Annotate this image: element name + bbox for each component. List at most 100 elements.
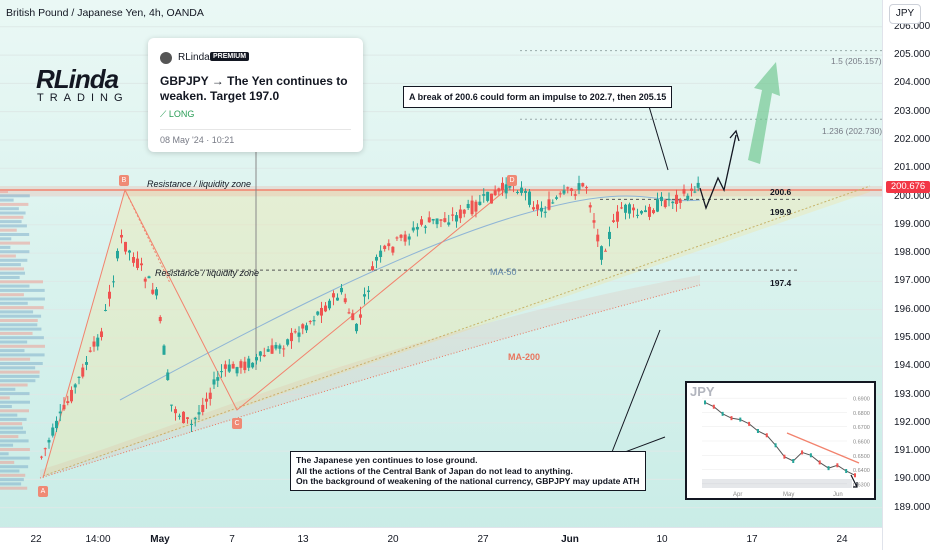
candle-body <box>216 377 220 381</box>
price-tick-label: 205.000 <box>894 49 931 61</box>
volume-profile-bar <box>0 245 11 249</box>
resistance-label-lower: Resistance / liquidity zone <box>155 268 260 278</box>
candle-body <box>520 187 523 193</box>
candle-body <box>193 417 197 420</box>
candle-body <box>351 313 355 321</box>
volume-profile-bar <box>0 379 36 383</box>
candle-body <box>640 211 643 214</box>
candle-body <box>147 276 151 279</box>
candle-body <box>136 258 139 268</box>
volume-profile-bar <box>0 258 28 262</box>
idea-title[interactable]: GBPJPY → The Yen continues to weaken. Ta… <box>160 74 348 103</box>
candle-body <box>274 344 278 349</box>
author-name[interactable]: RLinda <box>178 52 210 63</box>
candle-body <box>678 199 682 203</box>
candle-body <box>347 312 351 314</box>
idea-card[interactable]: RLinda PREMIUM GBPJPY → The Yen continue… <box>148 38 363 152</box>
level-199-9-label: 199.9 <box>770 207 792 217</box>
volume-profile-bar <box>0 357 31 361</box>
callout-line: All the actions of the Central Bank of J… <box>296 465 573 476</box>
volume-profile-bar <box>0 190 8 193</box>
candle-body <box>581 183 585 187</box>
volume-profile-bar <box>0 233 30 236</box>
candle-body <box>305 325 308 331</box>
volume-profile-bar <box>0 310 34 314</box>
candle-body <box>395 237 399 239</box>
candle-body <box>40 456 43 458</box>
currency-button[interactable]: JPY <box>889 4 921 24</box>
inset-x-tick: May <box>783 492 794 498</box>
volume-profile-bar <box>0 374 40 378</box>
candle-body <box>427 217 431 223</box>
price-axis[interactable] <box>882 0 932 550</box>
time-axis[interactable] <box>0 527 882 550</box>
candle-body <box>455 215 458 222</box>
candle-body <box>112 281 115 283</box>
candle-body <box>562 190 566 194</box>
price-tick-label: 196.000 <box>894 303 931 315</box>
point-a-marker: A <box>38 486 48 497</box>
candle-body <box>151 289 155 294</box>
volume-profile-bar <box>0 327 42 331</box>
candle-body <box>128 250 131 253</box>
inset-title: JPY <box>690 384 715 399</box>
candle-body <box>243 361 247 371</box>
volume-profile-bar <box>0 202 29 206</box>
candle-body <box>420 219 423 225</box>
candle-body <box>158 317 162 322</box>
inset-candle <box>748 421 751 426</box>
triangle-zone <box>43 190 870 476</box>
candle-body <box>166 372 170 381</box>
volume-profile-bar <box>0 340 28 344</box>
inset-down-arrow <box>850 474 858 488</box>
candle-body <box>231 363 235 369</box>
candle-body <box>270 345 274 354</box>
volume-profile-bar <box>0 465 29 469</box>
candle-body <box>162 345 166 355</box>
candle-body <box>547 199 551 210</box>
volume-profile-bar <box>0 280 44 284</box>
candle-body <box>660 196 663 202</box>
volume-profile-bar <box>0 439 29 443</box>
candle-body <box>174 409 177 414</box>
candle-body <box>543 211 547 213</box>
candle-body <box>104 309 107 311</box>
volume-profile-bar <box>0 452 9 456</box>
candle-body <box>332 293 335 298</box>
candle-body <box>197 412 201 415</box>
ma50-label: MA-50 <box>490 267 517 277</box>
callout-top-pointer <box>647 102 669 171</box>
candle-body <box>693 191 697 193</box>
candle-body <box>675 194 678 204</box>
candle-body <box>140 263 143 266</box>
candle-body <box>570 188 573 192</box>
price-tick-label: 200.000 <box>894 190 931 202</box>
inset-candle <box>739 417 742 422</box>
candle-body <box>504 184 508 194</box>
candle-body <box>367 290 370 292</box>
candle-body <box>585 187 588 189</box>
target-arrow <box>748 62 780 164</box>
price-tick-label: 191.000 <box>894 445 931 457</box>
candle-body <box>652 210 655 214</box>
candle-body <box>528 191 531 205</box>
logo: RLinda TRADING <box>33 64 128 109</box>
volume-profile-bar <box>0 314 42 318</box>
candle-body <box>501 182 504 191</box>
candle-body <box>443 218 447 222</box>
candle-body <box>592 220 596 223</box>
candles <box>40 175 700 460</box>
volume-profile-bar <box>0 396 10 400</box>
inset-candle <box>756 429 759 433</box>
candle-body <box>340 287 343 293</box>
candle-body <box>88 350 92 352</box>
fib-1-236-label: 1.236 (202.730) <box>822 126 883 136</box>
candle-body <box>77 376 81 378</box>
inset-trendline <box>786 432 860 464</box>
inset-svg: 0.6300 0.6400 0.6500 0.6600 0.6700 0.6800 0.69… <box>702 397 870 498</box>
candle-body <box>486 191 490 201</box>
price-tick-label: 204.000 <box>894 77 931 89</box>
candle-body <box>624 204 627 213</box>
candle-body <box>124 241 127 252</box>
